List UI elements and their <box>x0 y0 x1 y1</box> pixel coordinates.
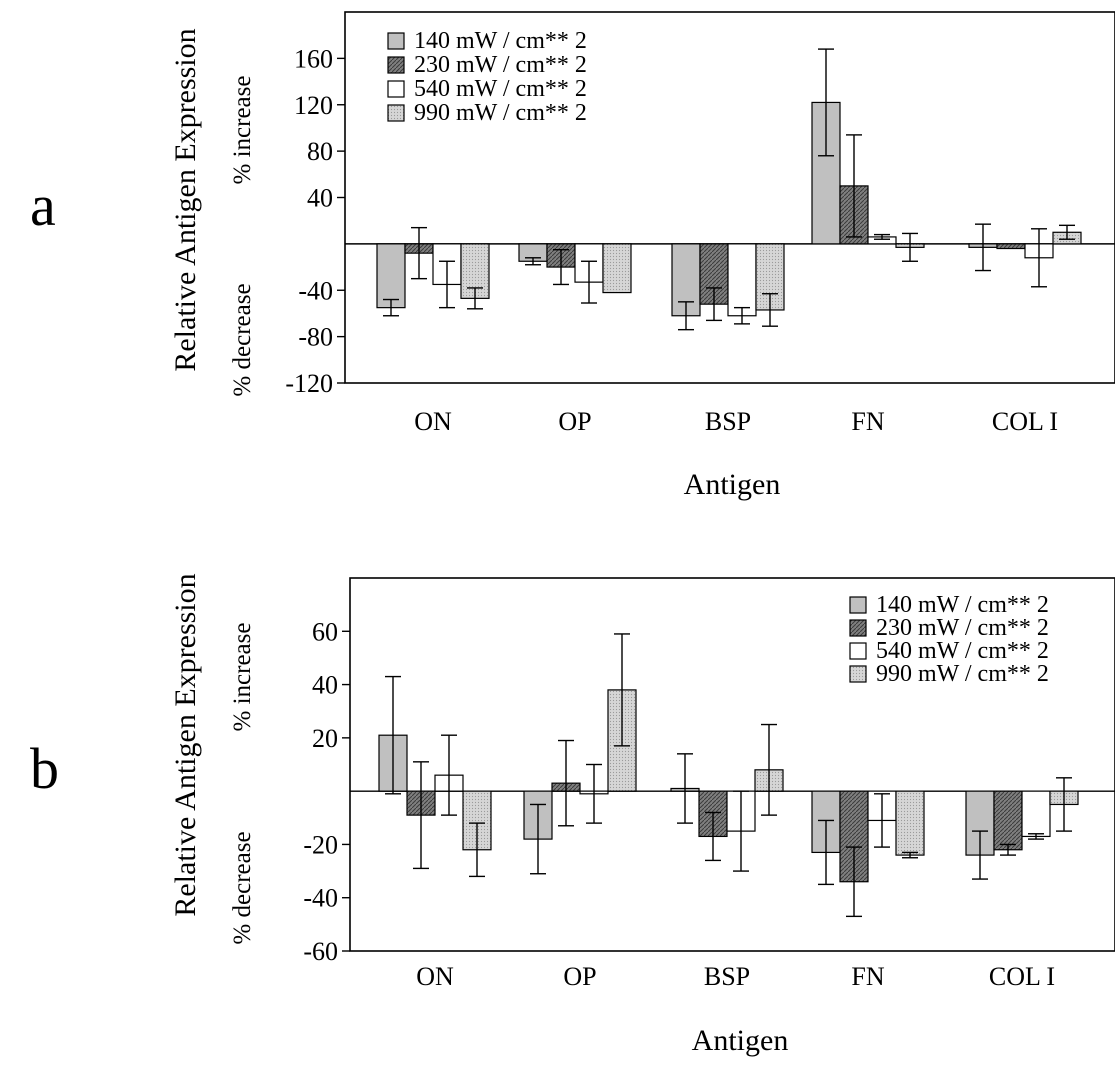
legend-swatch <box>849 596 867 614</box>
x-tick-label: BSP <box>705 407 751 436</box>
y-axis-increase-label: % increase <box>229 76 256 185</box>
legend-swatch <box>849 665 867 683</box>
panel-b: b Relative Antigen Expression % increase… <box>30 573 1115 1057</box>
x-tick-label: FN <box>851 407 884 436</box>
y-tick-label: 40 <box>312 671 338 700</box>
y-tick-label: 60 <box>312 617 338 646</box>
legend-label: 540 mW / cm** 2 <box>414 76 587 102</box>
y-tick-label: -80 <box>298 323 333 352</box>
legend-label: 990 mW / cm** 2 <box>876 661 1049 687</box>
legend-swatch <box>387 32 405 50</box>
panel-label: b <box>30 736 59 801</box>
y-tick-label: -20 <box>303 830 338 859</box>
y-tick-label: -40 <box>303 884 338 913</box>
bar <box>1021 790 1051 838</box>
plot-area: 60 40 20 -20 -40 -60 ON OP BSP FN COL I 140 mW / cm… <box>303 577 1115 991</box>
bar <box>602 243 632 294</box>
legend-swatch <box>387 80 405 98</box>
x-tick-label: FN <box>851 962 884 991</box>
x-tick-label: OP <box>558 407 591 436</box>
x-axis-title: Antigen <box>692 1024 789 1057</box>
y-tick-label: 160 <box>294 44 333 73</box>
bar <box>895 790 925 856</box>
legend-swatch <box>387 104 405 122</box>
x-tick-label: ON <box>416 962 454 991</box>
x-tick-label: BSP <box>704 962 750 991</box>
y-tick-label: 80 <box>307 137 333 166</box>
y-tick-label: -60 <box>303 937 338 966</box>
y-tick-label: 20 <box>312 724 338 753</box>
y-tick-label: 40 <box>307 184 333 213</box>
legend-label: 540 mW / cm** 2 <box>876 638 1049 664</box>
legend-swatch <box>849 619 867 637</box>
y-tick-label: 120 <box>294 91 333 120</box>
bar <box>727 243 757 317</box>
y-axis-decrease-label: % decrease <box>229 283 256 396</box>
y-axis-title: Relative Antigen Expression <box>169 28 202 371</box>
legend-label: 230 mW / cm** 2 <box>414 52 587 78</box>
plot-area: 160 120 80 40 -40 -80 -120 ON OP BSP FN COL I 140 mW… <box>285 11 1115 436</box>
panel-label: a <box>30 173 56 238</box>
legend-swatch <box>849 642 867 660</box>
y-tick-label: -40 <box>298 276 333 305</box>
bar <box>996 243 1026 250</box>
legend-label: 990 mW / cm** 2 <box>414 100 587 126</box>
x-tick-label: ON <box>414 407 452 436</box>
x-tick-label: COL I <box>989 962 1055 991</box>
legend-label: 140 mW / cm** 2 <box>414 28 587 54</box>
legend-swatch <box>387 56 405 74</box>
bar <box>376 243 406 309</box>
legend-label: 140 mW / cm** 2 <box>876 592 1049 618</box>
plot-frame <box>349 577 1115 952</box>
panel-a: a Relative Antigen Expression % increase… <box>30 11 1115 501</box>
bar <box>993 790 1023 851</box>
x-tick-label: OP <box>563 962 596 991</box>
y-tick-label: -120 <box>285 369 333 398</box>
y-axis-title: Relative Antigen Expression <box>169 573 202 916</box>
legend-label: 230 mW / cm** 2 <box>876 615 1049 641</box>
y-axis-increase-label: % increase <box>229 623 256 732</box>
x-axis-title: Antigen <box>684 468 781 501</box>
y-axis-decrease-label: % decrease <box>229 831 256 944</box>
x-tick-label: COL I <box>992 407 1058 436</box>
